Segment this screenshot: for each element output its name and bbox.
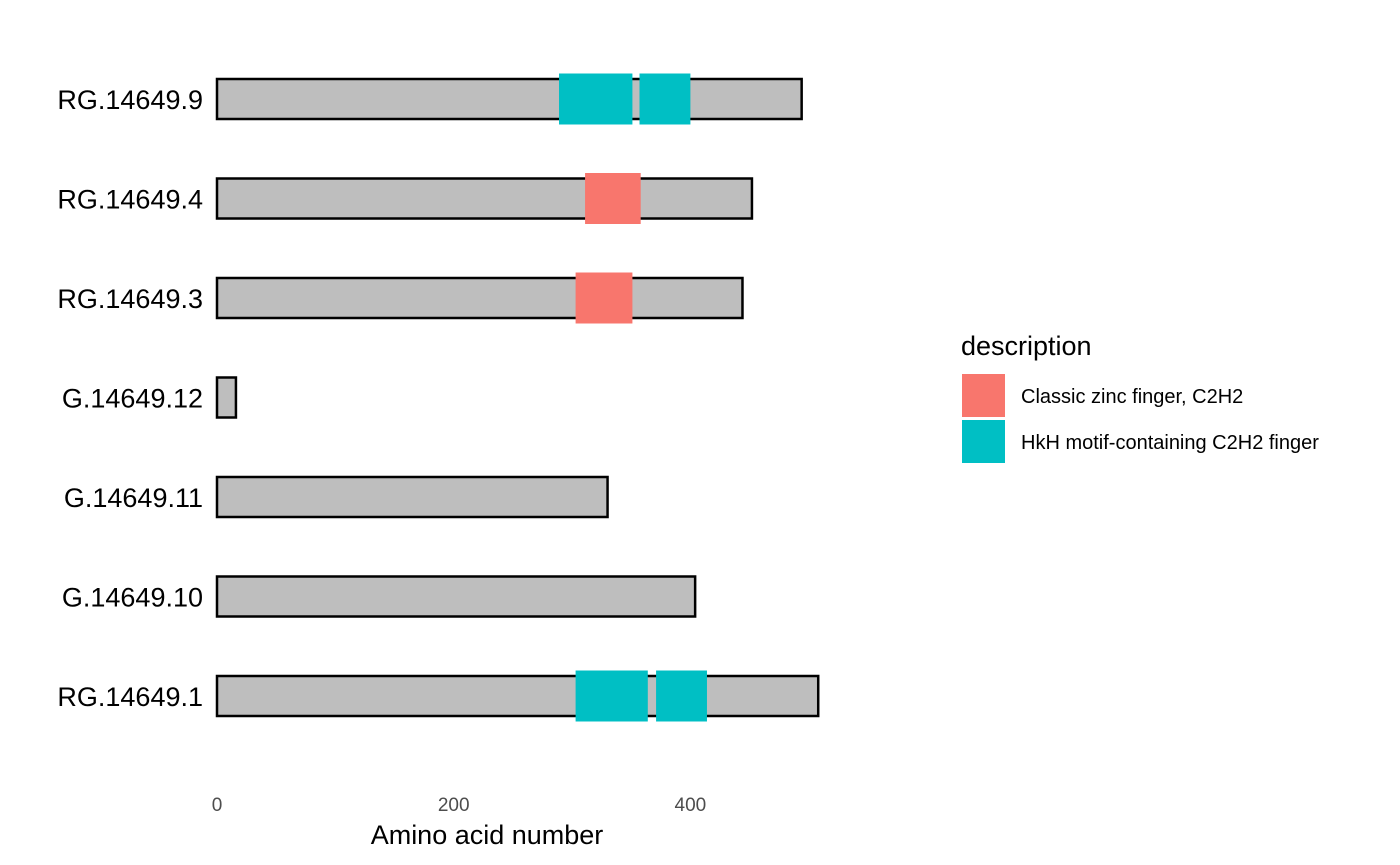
protein-bar — [215, 177, 754, 220]
protein-bar — [215, 77, 803, 121]
y-tick-label: G.14649.12 — [62, 384, 203, 414]
protein-bar — [215, 575, 697, 618]
x-tick-label: 0 — [212, 795, 223, 816]
legend-swatch — [962, 420, 1005, 463]
legend-label: Classic zinc finger, C2H2 — [1021, 386, 1243, 408]
domain-rect — [656, 670, 707, 722]
y-tick-label: G.14649.10 — [62, 583, 203, 613]
domain-rect — [575, 272, 633, 324]
legend-title: description — [961, 331, 1092, 361]
legend-swatch — [962, 374, 1005, 417]
protein-bar — [215, 276, 744, 320]
x-tick-label: 200 — [438, 795, 470, 816]
domain-rect — [575, 670, 648, 722]
domain-rect — [639, 73, 691, 125]
y-tick-label: RG.14649.9 — [57, 85, 203, 115]
y-tick-label: G.14649.11 — [64, 483, 203, 513]
protein-bar — [215, 376, 238, 419]
y-tick-label: RG.14649.1 — [57, 682, 203, 712]
domain-rect — [585, 173, 641, 224]
x-axis-label: Amino acid number — [371, 820, 604, 850]
legend-label: HkH motif-containing C2H2 finger — [1021, 432, 1319, 454]
y-tick-label: RG.14649.4 — [57, 185, 203, 215]
y-tick-label: RG.14649.3 — [57, 284, 203, 314]
protein-bar — [215, 475, 609, 519]
protein-bar — [215, 674, 820, 718]
domain-rect — [559, 73, 633, 125]
x-tick-label: 400 — [675, 795, 707, 816]
